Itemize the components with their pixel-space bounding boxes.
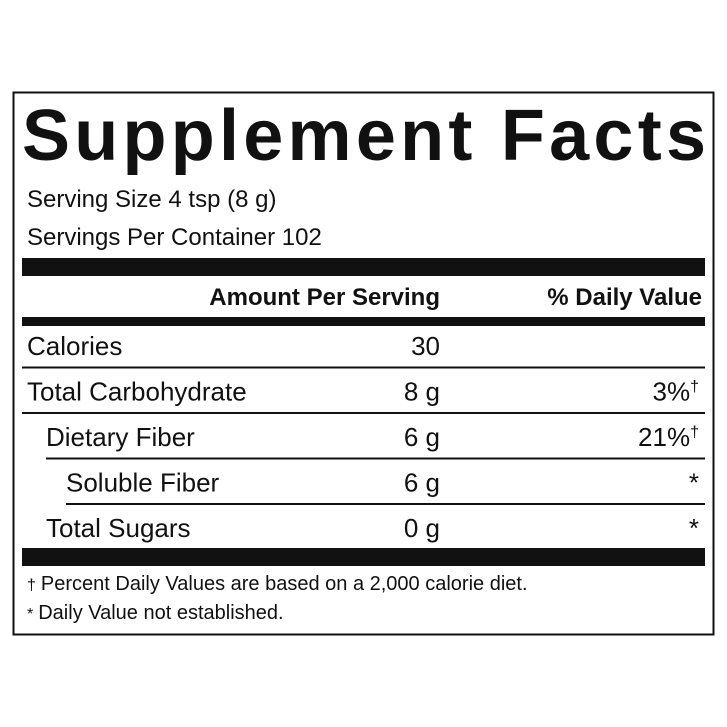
label-border bbox=[12, 91, 715, 636]
footnote-symbol: † bbox=[27, 577, 36, 594]
daily-value-amount: 21% bbox=[638, 422, 690, 452]
daily-value: 21%† bbox=[638, 422, 699, 452]
thick-rule bbox=[22, 258, 705, 276]
footnotes: † Percent Daily Values are based on a 2,0… bbox=[27, 573, 528, 624]
daily-value: 3%† bbox=[653, 377, 699, 407]
nutrient-name: Total Sugars bbox=[46, 513, 191, 543]
daily-value-amount: * bbox=[689, 468, 699, 498]
nutrient-name: Calories bbox=[27, 331, 122, 361]
medium-rule bbox=[22, 317, 705, 326]
footnote: * Daily Value not established. bbox=[27, 602, 284, 624]
nutrient-amount: 6 g bbox=[404, 422, 440, 452]
dv-header: % Daily Value bbox=[547, 284, 702, 311]
nutrient-amount: 8 g bbox=[404, 377, 440, 407]
daily-value-amount: 3% bbox=[653, 377, 691, 407]
title: Supplement Facts bbox=[22, 96, 706, 176]
servings-per-container: Servings Per Container 102 bbox=[27, 224, 322, 251]
footnote-text: Daily Value not established. bbox=[38, 602, 283, 624]
nutrient-amount: 6 g bbox=[404, 468, 440, 498]
daily-value-mark: † bbox=[690, 379, 699, 396]
footnote-symbol: * bbox=[27, 606, 33, 623]
daily-value: * bbox=[689, 468, 699, 498]
nutrient-amount: 0 g bbox=[404, 513, 440, 543]
footnote: † Percent Daily Values are based on a 2,0… bbox=[27, 573, 528, 595]
nutrient-name: Total Carbohydrate bbox=[27, 377, 247, 407]
daily-value-amount: * bbox=[689, 513, 699, 543]
amount-header: Amount Per Serving bbox=[209, 284, 440, 311]
serving-size: Serving Size 4 tsp (8 g) bbox=[27, 186, 276, 213]
footnote-text: Percent Daily Values are based on a 2,00… bbox=[41, 573, 528, 595]
nutrient-name: Soluble Fiber bbox=[66, 468, 220, 498]
nutrient-amount: 30 bbox=[411, 331, 440, 361]
daily-value: * bbox=[689, 513, 699, 543]
daily-value-mark: † bbox=[690, 424, 699, 441]
nutrient-name: Dietary Fiber bbox=[46, 422, 195, 452]
thick-rule bbox=[22, 548, 705, 566]
